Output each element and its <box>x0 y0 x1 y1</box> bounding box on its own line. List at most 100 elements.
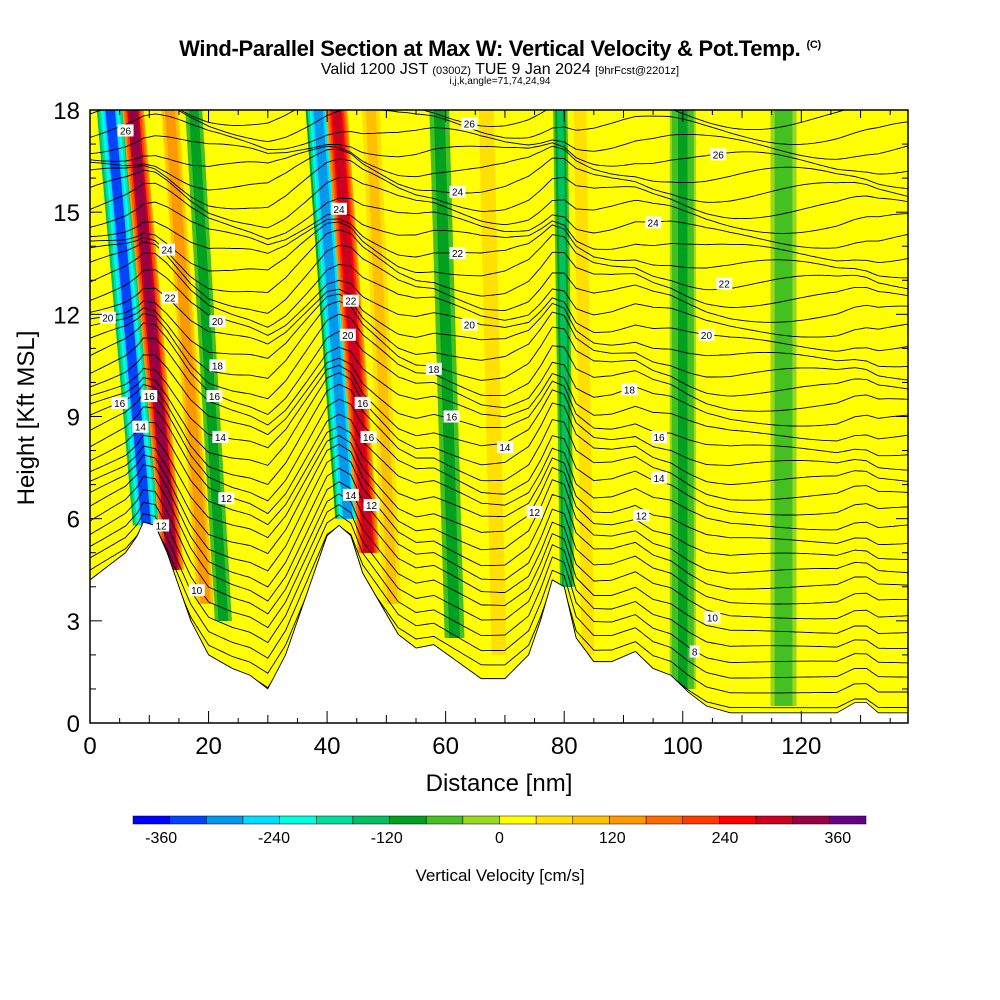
theta-contour-9 <box>90 443 908 574</box>
theta-contour-3 <box>90 513 908 664</box>
theta-contour-32 <box>90 169 908 234</box>
theta-contour-14 <box>90 383 908 501</box>
contour-label-7: 22 <box>162 291 179 304</box>
contour-label-text-9: 22 <box>452 249 464 260</box>
contour-label-25: 16 <box>360 430 377 444</box>
x-tick-label-3: 60 <box>432 733 459 760</box>
contour-label-text-11: 20 <box>102 314 114 325</box>
theta-contour-6 <box>90 475 908 620</box>
contour-label-21: 16 <box>206 390 223 403</box>
theta-contour-26 <box>90 241 908 323</box>
vv-band-6-4 <box>435 110 459 638</box>
theta-contour-27 <box>90 229 908 308</box>
colorbar-tick-2: -120 <box>371 830 403 847</box>
contour-label-text-3: 24 <box>161 246 173 257</box>
contour-label-2: 26 <box>710 148 727 161</box>
contour-label-text-10: 22 <box>719 280 731 291</box>
contour-label-text-19: 16 <box>114 399 126 410</box>
colorbar-tick-0: -360 <box>145 830 177 847</box>
colorbar-swatch-6 <box>352 815 390 825</box>
contour-label-text-32: 12 <box>366 501 378 512</box>
colorbar-swatch-17 <box>755 815 793 825</box>
contour-label-text-8: 22 <box>345 297 357 308</box>
y-axis-label: Height [Kft MSL] <box>13 331 40 506</box>
vv-band-1-4 <box>576 110 592 655</box>
colorbar-swatch-5 <box>316 815 354 825</box>
contour-label-text-6: 24 <box>648 218 660 229</box>
x-tick-label-0: 0 <box>83 733 96 760</box>
contour-label-text-35: 12 <box>156 521 168 532</box>
contour-label-9: 22 <box>449 247 466 260</box>
colorbar-swatch-3 <box>242 815 280 825</box>
contour-label-text-37: 10 <box>707 613 719 624</box>
y-tick-label-5: 15 <box>53 200 80 227</box>
vv-band-7-4 <box>557 110 571 587</box>
vv-band-9-4 <box>313 110 353 519</box>
vv-band-12-4 <box>128 110 178 570</box>
x-axis: 0 20 40 60 80 100 120 <box>83 110 891 760</box>
contour-labels: 26 26 26 24 24 24 24 22 22 22 22 20 20 20 20 20 18 18 18 16… <box>99 117 733 658</box>
theta-contour-10 <box>90 434 908 560</box>
y-tick-label-6: 18 <box>53 98 80 125</box>
x-tick-label-2: 40 <box>314 733 341 760</box>
y-axis: 0 3 6 9 12 15 18 <box>53 98 908 738</box>
contour-label-32: 12 <box>363 499 380 512</box>
contour-label-30: 14 <box>342 488 359 502</box>
colorbar-swatch-18 <box>792 815 830 825</box>
theta-contour-2 <box>90 521 908 679</box>
contour-label-6: 24 <box>645 216 662 229</box>
contour-label-29: 14 <box>651 471 668 485</box>
contour-label-22: 16 <box>354 396 371 410</box>
contour-label-text-25: 16 <box>363 433 375 444</box>
colorbar-tick-5: 240 <box>712 830 739 847</box>
copyright-mark: (C) <box>806 39 821 51</box>
contour-label-text-15: 20 <box>701 331 713 342</box>
colorbar-swatch-19 <box>829 815 867 825</box>
contour-label-10: 22 <box>716 277 733 291</box>
contour-label-text-23: 16 <box>446 413 458 424</box>
contour-label-8: 22 <box>342 294 359 308</box>
chart-title: Wind-Parallel Section at Max W: Vertical… <box>179 36 821 61</box>
contour-label-text-12: 20 <box>212 317 224 328</box>
contour-label-text-16: 18 <box>212 361 224 372</box>
contour-label-14: 20 <box>461 318 478 332</box>
theta-contour-39 <box>179 110 847 131</box>
theta-contour-23 <box>90 287 908 368</box>
contour-label-18: 18 <box>621 383 638 396</box>
contour-label-text-5: 24 <box>452 188 464 199</box>
theta-contour-28 <box>90 221 908 291</box>
contour-label-23: 16 <box>443 410 460 424</box>
colorbar-swatch-12 <box>572 815 610 825</box>
x-tick-label-6: 120 <box>781 733 821 760</box>
theta-contour-31 <box>90 182 908 249</box>
theta-contour-17 <box>90 354 908 457</box>
vv-band-0-4 <box>482 110 504 655</box>
colorbar-swatch-0 <box>132 815 170 825</box>
theta-contour-38 <box>90 110 908 145</box>
y-tick-label-1: 3 <box>67 609 80 636</box>
contour-label-text-22: 16 <box>357 399 369 410</box>
colorbar-tick-6: 360 <box>824 830 851 847</box>
contour-label-17: 18 <box>425 362 442 376</box>
contour-label-35: 12 <box>153 519 170 532</box>
contour-label-text-13: 20 <box>342 331 354 342</box>
vv-band-5-4 <box>367 110 396 604</box>
contour-label-31: 12 <box>218 492 235 505</box>
x-axis-label: Distance [nm] <box>426 770 573 797</box>
colorbar-label: Vertical Velocity [cm/s] <box>415 866 584 885</box>
theta-contour-13 <box>90 393 908 516</box>
theta-contour-11 <box>90 421 908 546</box>
theta-contour-15 <box>90 372 908 486</box>
contour-label-33: 12 <box>526 505 543 519</box>
contour-label-3: 24 <box>159 243 176 257</box>
contour-label-text-26: 14 <box>135 423 147 434</box>
theta-contour-34 <box>90 149 908 203</box>
contour-label-text-33: 12 <box>529 508 541 519</box>
colorbar-swatch-16 <box>719 815 757 825</box>
contour-label-1: 26 <box>461 117 478 131</box>
theta-contour-20 <box>90 312 908 412</box>
contour-label-36: 10 <box>188 584 205 597</box>
section-parameters: i,j,k,angle=71,74,24,94 <box>449 76 551 87</box>
y-tick-label-0: 0 <box>67 711 80 738</box>
